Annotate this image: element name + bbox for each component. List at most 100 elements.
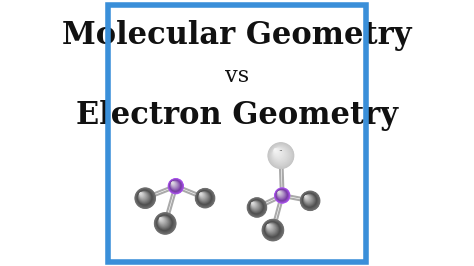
Circle shape: [266, 223, 277, 234]
Circle shape: [170, 180, 182, 192]
Circle shape: [303, 193, 317, 207]
Circle shape: [137, 189, 154, 207]
Circle shape: [138, 191, 150, 203]
Circle shape: [278, 192, 282, 195]
Circle shape: [262, 219, 283, 241]
Circle shape: [200, 193, 204, 197]
Circle shape: [273, 148, 284, 159]
Circle shape: [278, 191, 284, 198]
Circle shape: [273, 148, 286, 160]
Circle shape: [269, 143, 293, 168]
Circle shape: [277, 190, 287, 200]
Circle shape: [265, 222, 280, 238]
Circle shape: [268, 143, 294, 168]
Circle shape: [251, 201, 261, 211]
Circle shape: [158, 216, 171, 230]
Circle shape: [269, 144, 292, 167]
Circle shape: [160, 218, 163, 221]
Circle shape: [267, 224, 273, 231]
Circle shape: [198, 191, 212, 205]
Circle shape: [278, 191, 284, 197]
Circle shape: [274, 149, 279, 154]
Circle shape: [304, 194, 315, 205]
Circle shape: [251, 201, 262, 212]
Circle shape: [158, 217, 169, 227]
Circle shape: [272, 147, 288, 163]
Circle shape: [264, 221, 281, 238]
Circle shape: [140, 193, 143, 196]
Circle shape: [278, 192, 282, 195]
Circle shape: [302, 192, 319, 209]
Circle shape: [278, 192, 280, 193]
Circle shape: [275, 189, 289, 202]
Circle shape: [249, 200, 264, 215]
Circle shape: [170, 180, 181, 192]
Circle shape: [276, 189, 289, 202]
Circle shape: [160, 218, 161, 219]
Circle shape: [272, 146, 289, 164]
Circle shape: [252, 202, 258, 209]
Circle shape: [171, 181, 180, 190]
Circle shape: [200, 193, 206, 199]
Circle shape: [276, 189, 288, 202]
Circle shape: [200, 193, 205, 198]
Circle shape: [157, 215, 173, 231]
Circle shape: [305, 195, 312, 203]
Circle shape: [305, 196, 308, 198]
Circle shape: [267, 225, 273, 230]
Circle shape: [138, 191, 152, 205]
Circle shape: [267, 225, 272, 229]
Circle shape: [156, 214, 174, 232]
Circle shape: [155, 214, 175, 233]
Circle shape: [304, 195, 313, 204]
Circle shape: [159, 217, 167, 226]
Circle shape: [274, 148, 283, 157]
Circle shape: [140, 193, 144, 196]
Circle shape: [266, 223, 277, 235]
Text: Electron Geometry: Electron Geometry: [76, 100, 398, 131]
Circle shape: [160, 218, 164, 222]
Circle shape: [248, 199, 265, 216]
Circle shape: [274, 149, 278, 152]
Circle shape: [157, 215, 172, 230]
Circle shape: [168, 179, 183, 194]
Circle shape: [157, 216, 172, 230]
Circle shape: [278, 192, 282, 196]
Circle shape: [139, 192, 147, 200]
Circle shape: [274, 149, 280, 155]
Circle shape: [171, 181, 179, 189]
Circle shape: [197, 190, 212, 206]
Circle shape: [139, 192, 148, 201]
Circle shape: [172, 182, 177, 188]
Circle shape: [266, 224, 276, 233]
Circle shape: [200, 193, 208, 201]
Circle shape: [158, 216, 171, 229]
Circle shape: [171, 182, 178, 189]
Circle shape: [277, 190, 286, 200]
Circle shape: [199, 192, 210, 203]
Circle shape: [252, 203, 255, 205]
Circle shape: [200, 193, 204, 198]
Circle shape: [135, 188, 155, 208]
Circle shape: [249, 200, 265, 215]
Circle shape: [250, 201, 262, 213]
Circle shape: [303, 194, 317, 207]
Circle shape: [250, 201, 263, 213]
Circle shape: [199, 192, 208, 201]
Circle shape: [305, 196, 307, 197]
Circle shape: [140, 193, 146, 199]
Circle shape: [267, 225, 270, 227]
Circle shape: [305, 196, 310, 200]
Circle shape: [200, 193, 207, 200]
Circle shape: [155, 213, 176, 234]
Circle shape: [278, 191, 283, 196]
Circle shape: [198, 191, 211, 205]
Circle shape: [198, 190, 212, 205]
Circle shape: [198, 191, 211, 204]
Circle shape: [305, 196, 310, 201]
Circle shape: [252, 202, 257, 208]
Circle shape: [304, 195, 314, 205]
Circle shape: [140, 193, 146, 199]
Circle shape: [276, 190, 288, 201]
Circle shape: [277, 191, 286, 199]
